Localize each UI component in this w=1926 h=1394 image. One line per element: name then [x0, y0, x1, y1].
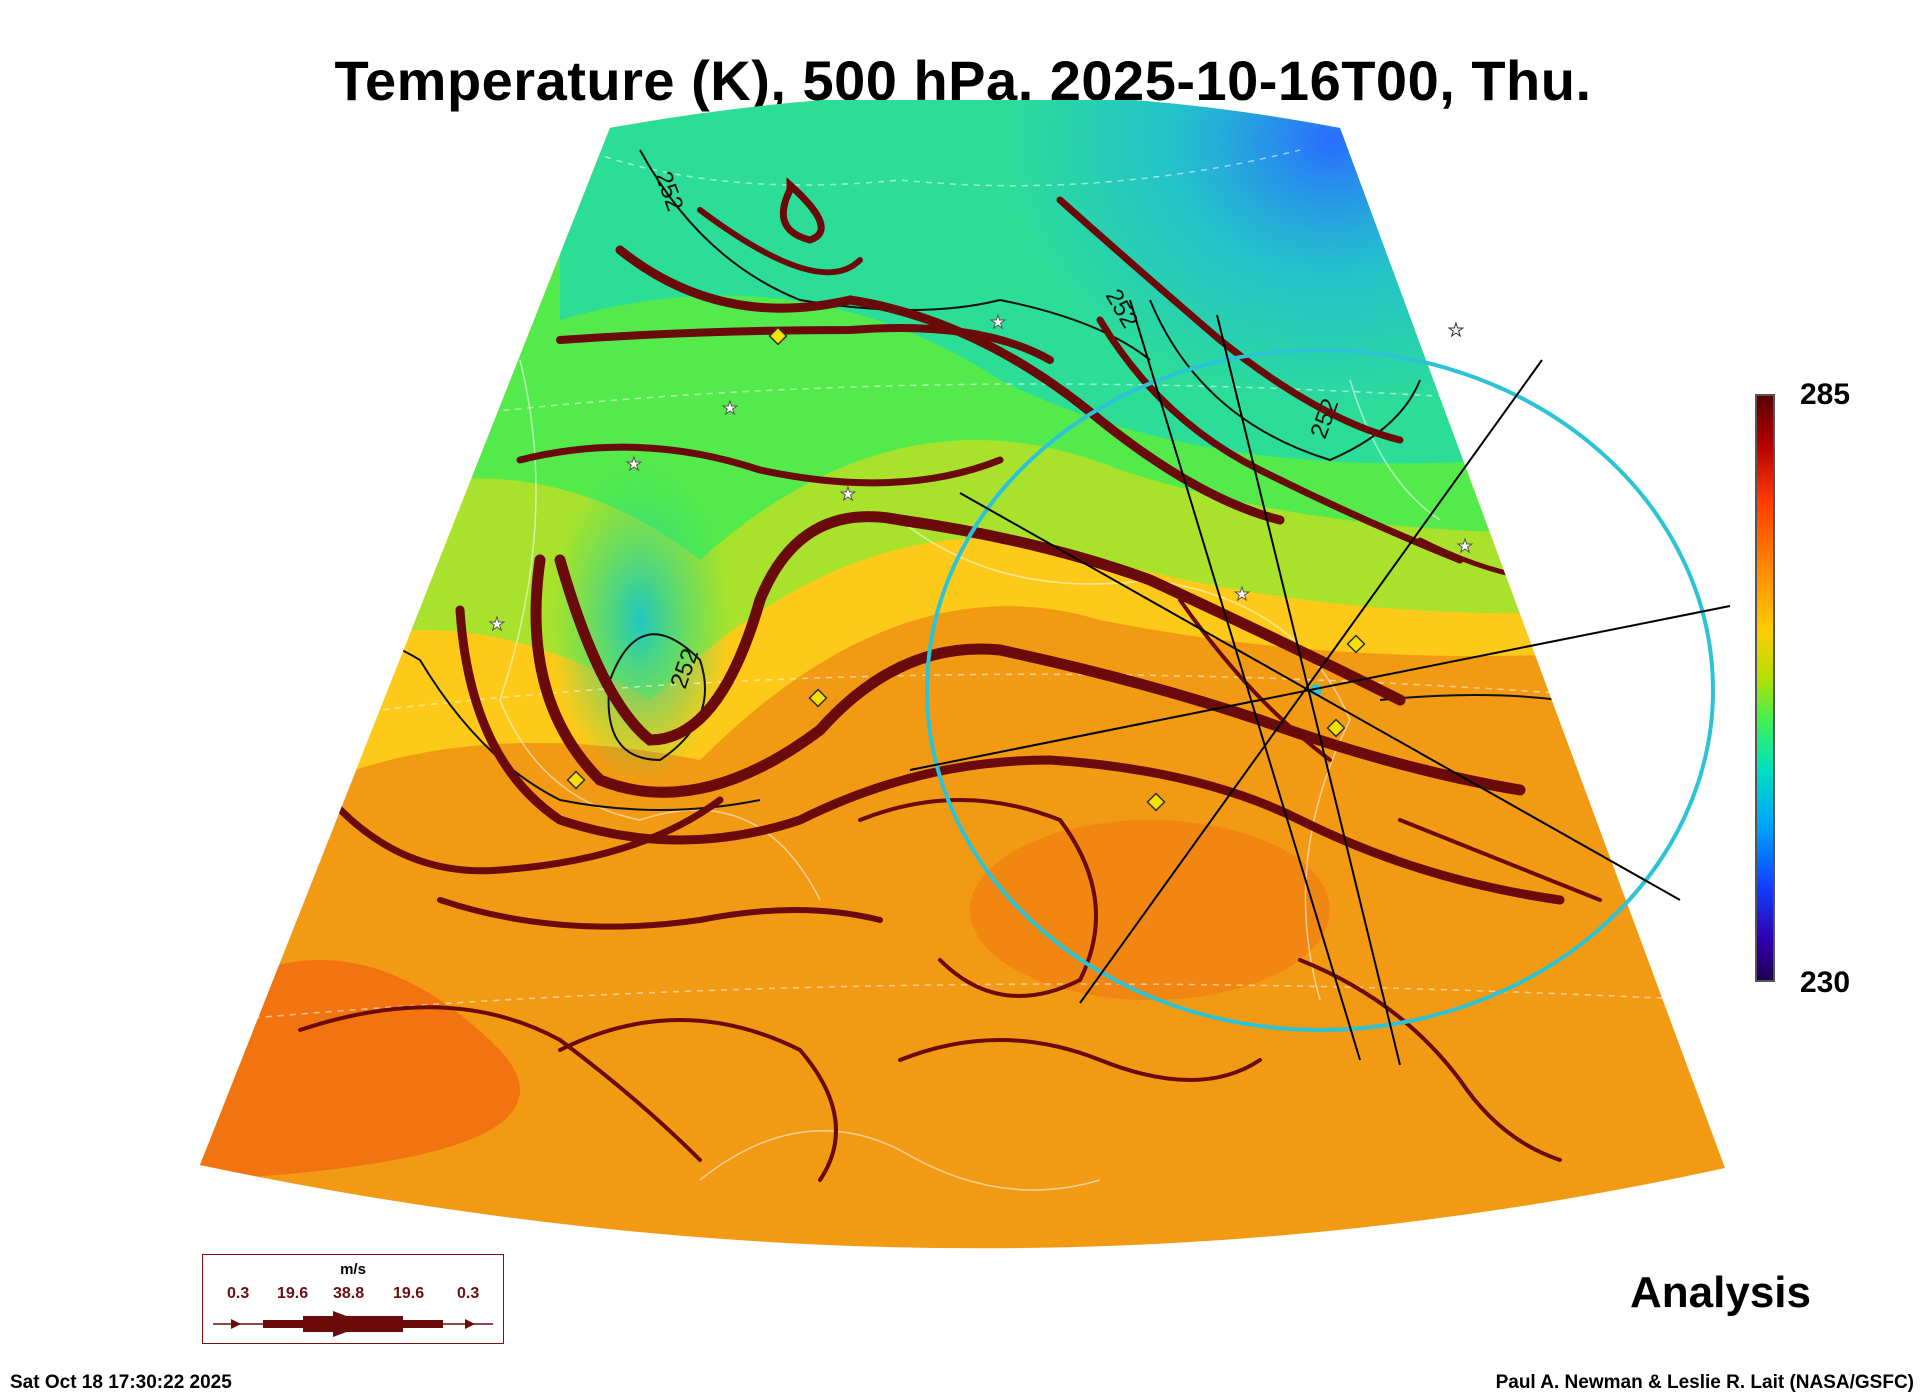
diamond-marker-icon	[1346, 634, 1366, 654]
star-marker-icon: ★	[840, 484, 856, 504]
star-marker-icon: ★	[722, 398, 738, 418]
temperature-colorbar	[1755, 394, 1775, 982]
temperature-field	[200, 100, 1725, 1249]
vortex-axes	[909, 299, 1731, 1066]
footer-timestamp: Sat Oct 18 17:30:22 2025	[10, 1372, 232, 1393]
legend-value: 19.6	[393, 1285, 425, 1302]
legend-value: 19.6	[277, 1285, 309, 1302]
diamond-marker-icon	[1146, 792, 1166, 812]
legend-arrow-scale	[213, 1311, 493, 1337]
diamond-marker-icon	[768, 326, 788, 346]
legend-value: 38.8	[333, 1285, 365, 1302]
mode-label: Analysis	[1630, 1268, 1811, 1317]
legend-value: 0.3	[227, 1285, 250, 1302]
station-markers	[566, 326, 1366, 812]
legend-value: 0.3	[457, 1285, 480, 1302]
star-marker-icon: ★	[1448, 320, 1464, 340]
coastline-grid	[229, 139, 1701, 1191]
legend-unit: m/s	[340, 1261, 366, 1278]
colorbar-min-label: 230	[1800, 966, 1851, 999]
wind-streamlines	[296, 177, 1602, 1182]
star-marker-icon: ★	[489, 614, 505, 634]
diamond-marker-icon	[1326, 718, 1346, 738]
diamond-marker-icon	[566, 770, 586, 790]
wind-speed-legend: m/s 0.3 19.6 38.8 19.6 0.3	[202, 1254, 504, 1344]
star-marker-icon: ★	[1457, 536, 1473, 556]
star-marker-icon: ★	[990, 312, 1006, 332]
star-markers: ★ ★ ★ ★ ★ ★ ★ ★	[488, 312, 1473, 635]
footer-credit: Paul A. Newman & Leslie R. Lait (NASA/GS…	[1495, 1372, 1914, 1393]
vortex-ring	[925, 348, 1715, 1032]
colorbar-max-label: 285	[1800, 378, 1851, 411]
star-marker-icon: ★	[1234, 584, 1250, 604]
diamond-marker-icon	[808, 688, 828, 708]
star-marker-icon: ★	[626, 454, 642, 474]
